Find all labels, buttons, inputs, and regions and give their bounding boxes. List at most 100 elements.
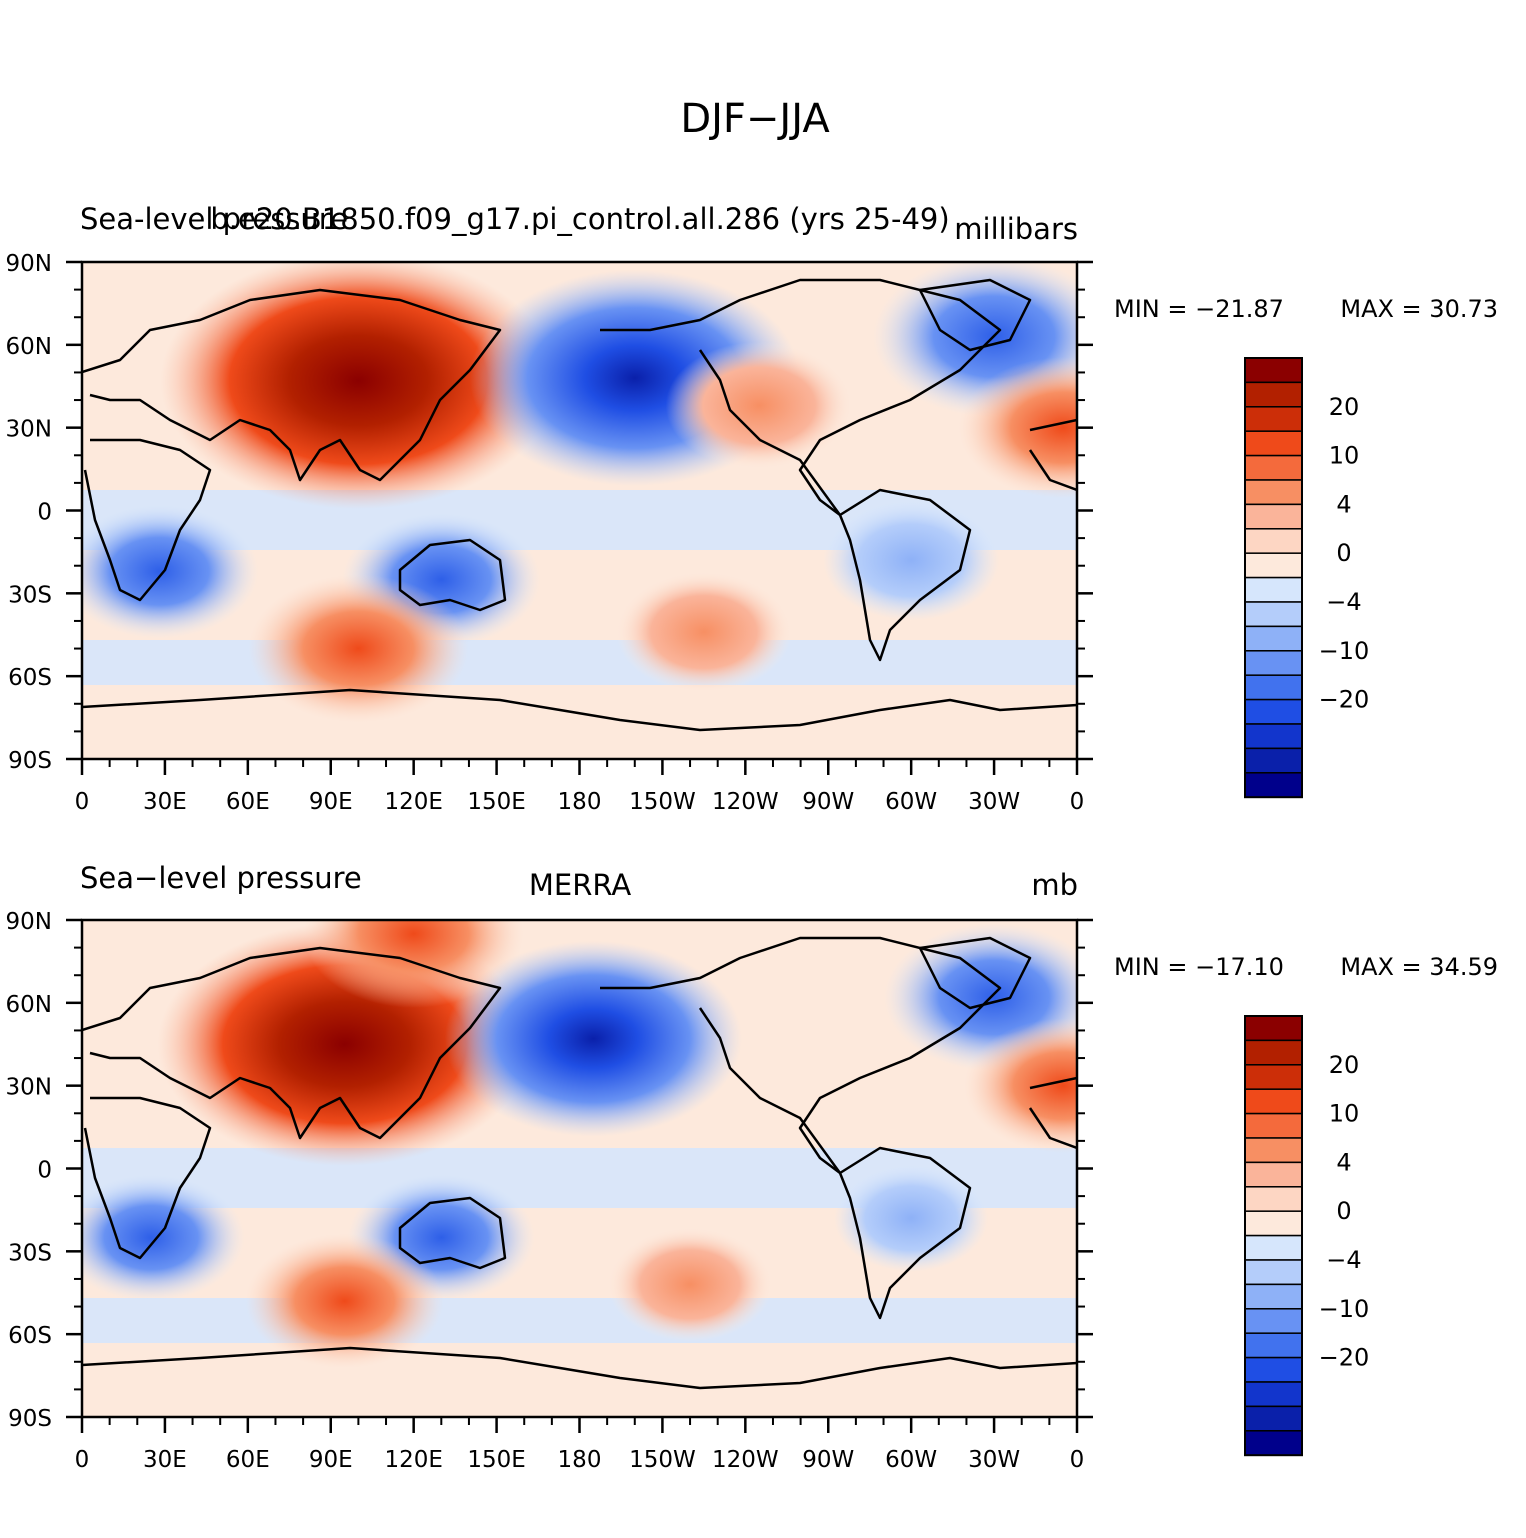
coastlines: [82, 936, 1077, 1390]
feature-south-africa-low: [82, 504, 259, 639]
panel-units: millibars: [954, 212, 1078, 246]
colorbar-frame: [1244, 357, 1303, 799]
pressure-features: [82, 262, 1077, 723]
x-tick-label: 150W: [629, 789, 696, 815]
x-tick-label: 120W: [712, 1447, 779, 1473]
x-tick-label: 120E: [384, 789, 442, 815]
x-tick-label: 90E: [309, 789, 353, 815]
x-tick-label: 90W: [802, 1447, 854, 1473]
x-tick-label: 0: [75, 789, 90, 815]
colorbar-swatch: [1244, 674, 1303, 701]
coastlines: [82, 278, 1077, 732]
x-axis-ticks: 0 30E 60E 90E 120E 150E 180 150W 120W 90W 60W 30W 0: [75, 759, 1085, 815]
y-tick-label: 30S: [8, 1240, 52, 1266]
y-axis-ticks: 90N 60N 30N 0 30S 60S 90S: [6, 251, 1093, 774]
x-tick-label: 180: [558, 789, 602, 815]
x-tick-label: 60E: [226, 789, 270, 815]
colorbar-swatch: [1244, 357, 1303, 384]
colorbar-swatch: [1244, 503, 1303, 530]
feature-s-indian-ocean-high: [245, 1233, 444, 1369]
feature-siberian-high: [160, 262, 557, 510]
colorbar-tick-label: 20: [1329, 1051, 1360, 1079]
x-tick-label: 90W: [802, 789, 854, 815]
colorbar-swatch: [1244, 1015, 1303, 1042]
feature-s-pacific-high: [607, 1227, 773, 1342]
colorbar-swatch: [1244, 1259, 1303, 1286]
y-tick-label: 60S: [8, 1323, 52, 1349]
colorbar-swatch: [1244, 1161, 1303, 1188]
colorbar-swatch: [1244, 552, 1303, 579]
x-tick-label: 30E: [143, 789, 187, 815]
colorbar-swatch: [1244, 406, 1303, 432]
colorbar-swatch: [1244, 772, 1303, 798]
colorbar-swatch: [1244, 601, 1303, 628]
colorbar: [1244, 357, 1303, 799]
panel-obs: Sea−level pressure MERRA mb 90N 60N 30N 0 30…: [6, 861, 1498, 1473]
y-tick-label: 90S: [8, 1406, 52, 1432]
x-tick-label: 150E: [467, 1447, 525, 1473]
colorbar-swatch: [1244, 430, 1303, 457]
panel-left-title: Sea−level pressure: [80, 861, 362, 895]
x-axis-ticks: 0 30E 60E 90E 120E 150E 180 150W 120W 90W 60W 30W 0: [75, 1417, 1085, 1473]
colorbar-swatch: [1244, 1064, 1303, 1090]
y-axis-ticks: 90N 60N 30N 0 30S 60S 90S: [6, 909, 1093, 1432]
x-tick-label: 120E: [384, 1447, 442, 1473]
map-field: [82, 262, 1077, 759]
colorbar-tick-label: 0: [1336, 1197, 1351, 1225]
colorbar-swatch: [1244, 1088, 1303, 1115]
colorbar-tick-label: −20: [1319, 686, 1370, 714]
y-tick-label: 30N: [6, 1075, 52, 1101]
colorbar-swatch: [1244, 1381, 1303, 1408]
colorbar-swatch: [1244, 1332, 1303, 1359]
colorbar-tick-label: −4: [1326, 1246, 1361, 1274]
colorbar-swatch: [1244, 650, 1303, 676]
feature-arctic-high: [303, 920, 524, 1008]
y-tick-label: 90S: [8, 748, 52, 774]
colorbar-frame: [1244, 1015, 1303, 1457]
colorbar-tick-label: 20: [1329, 393, 1360, 421]
x-tick-label: 0: [75, 1447, 90, 1473]
colorbar-swatch: [1244, 1210, 1303, 1237]
feature-n-atlantic-high: [964, 1018, 1077, 1153]
colorbar-swatch: [1244, 479, 1303, 506]
feature-south-america-low: [823, 499, 1000, 621]
x-tick-label: 60E: [226, 1447, 270, 1473]
x-tick-label: 90E: [309, 1447, 353, 1473]
colorbar-tick-labels: 20 10 4 0 −4 −10 −20: [1319, 1051, 1370, 1372]
colorbar-swatch: [1244, 698, 1303, 725]
y-tick-label: 60N: [6, 334, 52, 360]
colorbar-swatch: [1244, 723, 1303, 750]
x-tick-label: 60W: [885, 789, 937, 815]
feature-south-africa-low: [82, 1173, 245, 1302]
colorbar: [1244, 1015, 1303, 1457]
x-tick-label: 30E: [143, 1447, 187, 1473]
panel-model: Sea-level pressure b.e20.B1850.f09_g17.p…: [6, 202, 1498, 815]
colorbar-swatch: [1244, 1186, 1303, 1212]
y-tick-label: 60N: [6, 992, 52, 1018]
southern-band: [82, 640, 1077, 685]
x-tick-label: 0: [1070, 1447, 1085, 1473]
x-tick-label: 150W: [629, 1447, 696, 1473]
figure-title: DJF−JJA: [680, 96, 830, 142]
colorbar-swatch: [1244, 381, 1303, 408]
colorbar-tick-label: −10: [1319, 1295, 1370, 1323]
colorbar-tick-label: −20: [1319, 1344, 1370, 1372]
colorbar-swatch: [1244, 528, 1303, 554]
y-tick-label: 30N: [6, 417, 52, 443]
colorbar-tick-label: 10: [1329, 1100, 1360, 1128]
colorbar-tick-label: 10: [1329, 442, 1360, 470]
colorbar-swatch: [1244, 1039, 1303, 1066]
colorbar-swatch: [1244, 1405, 1303, 1432]
colorbar-swatch: [1244, 454, 1303, 481]
colorbar-tick-labels: 20 10 4 0 −4 −10 −20: [1319, 393, 1370, 714]
y-tick-label: 30S: [8, 582, 52, 608]
x-tick-label: 120W: [712, 789, 779, 815]
x-tick-label: 0: [1070, 789, 1085, 815]
feature-s-pacific-high: [615, 571, 792, 693]
panel-units: mb: [1031, 868, 1078, 902]
colorbar-swatch: [1244, 747, 1303, 774]
colorbar-tick-label: 0: [1336, 539, 1351, 567]
feature-s-indian-ocean-high: [248, 574, 469, 723]
colorbar-swatch: [1244, 1283, 1303, 1310]
y-tick-label: 90N: [6, 251, 52, 277]
